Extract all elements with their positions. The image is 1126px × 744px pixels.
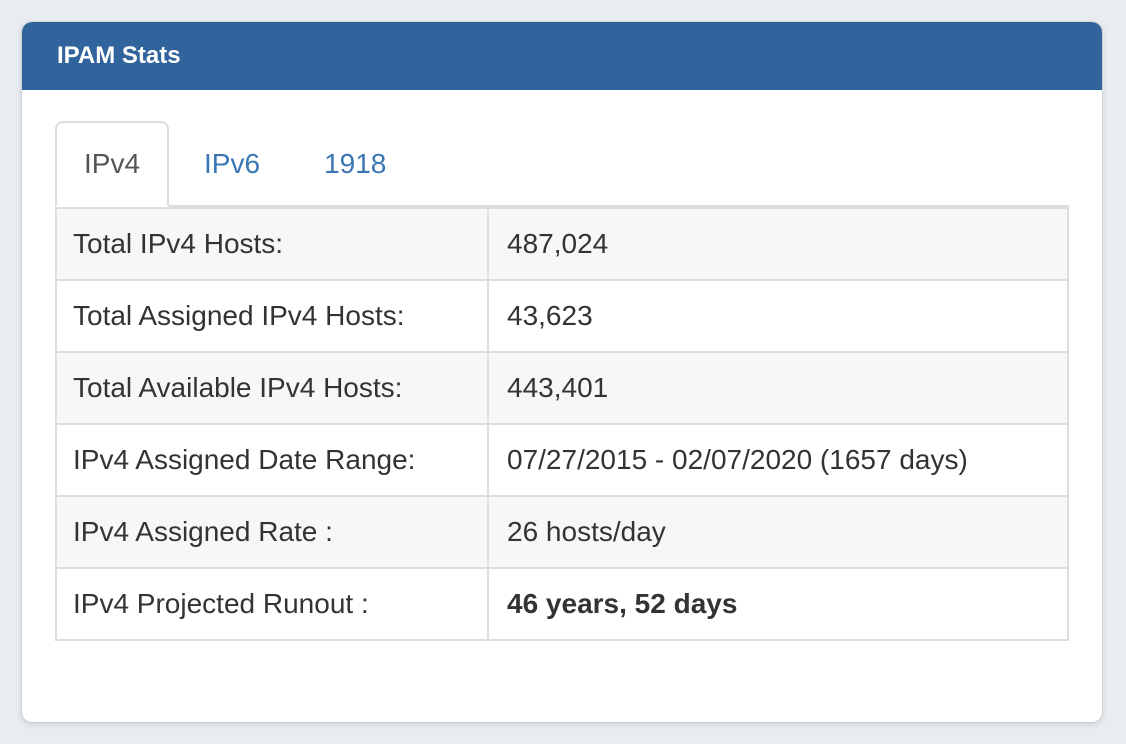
panel-header: IPAM Stats xyxy=(22,22,1102,90)
tab-ipv6[interactable]: IPv6 xyxy=(175,121,289,207)
ipam-stats-table: Total IPv4 Hosts: 487,024 Total Assigned… xyxy=(55,207,1069,641)
tab-1918-label: 1918 xyxy=(324,148,387,179)
tab-ipv4-label: IPv4 xyxy=(84,148,141,179)
tab-ipv4[interactable]: IPv4 xyxy=(55,121,170,207)
stat-label: IPv4 Assigned Date Range: xyxy=(55,423,489,497)
stat-value: 43,623 xyxy=(487,279,1069,353)
stat-label: IPv4 Assigned Rate : xyxy=(55,495,489,569)
stat-label: Total IPv4 Hosts: xyxy=(55,207,489,281)
table-row: IPv4 Projected Runout : 46 years, 52 day… xyxy=(55,567,1069,641)
stat-label: Total Available IPv4 Hosts: xyxy=(55,351,489,425)
stat-value: 26 hosts/day xyxy=(487,495,1069,569)
table-row: IPv4 Assigned Rate : 26 hosts/day xyxy=(55,495,1069,569)
stat-value: 46 years, 52 days xyxy=(487,567,1069,641)
tab-ipv6-label: IPv6 xyxy=(204,148,261,179)
stat-label: IPv4 Projected Runout : xyxy=(55,567,489,641)
table-row: Total Available IPv4 Hosts: 443,401 xyxy=(55,351,1069,425)
stat-value: 443,401 xyxy=(487,351,1069,425)
table-row: Total Assigned IPv4 Hosts: 43,623 xyxy=(55,279,1069,353)
ipam-stats-panel: IPAM Stats IPv4 IPv6 1918 Total IPv4 Hos… xyxy=(22,22,1102,722)
panel-body: IPv4 IPv6 1918 Total IPv4 Hosts: 487,024… xyxy=(22,90,1102,641)
stat-value: 07/27/2015 - 02/07/2020 (1657 days) xyxy=(487,423,1069,497)
table-row: Total IPv4 Hosts: 487,024 xyxy=(55,207,1069,281)
table-row: IPv4 Assigned Date Range: 07/27/2015 - 0… xyxy=(55,423,1069,497)
stat-value: 487,024 xyxy=(487,207,1069,281)
panel-title: IPAM Stats xyxy=(57,42,181,69)
stat-label: Total Assigned IPv4 Hosts: xyxy=(55,279,489,353)
tab-bar: IPv4 IPv6 1918 xyxy=(55,121,1069,207)
tab-1918[interactable]: 1918 xyxy=(295,121,415,207)
